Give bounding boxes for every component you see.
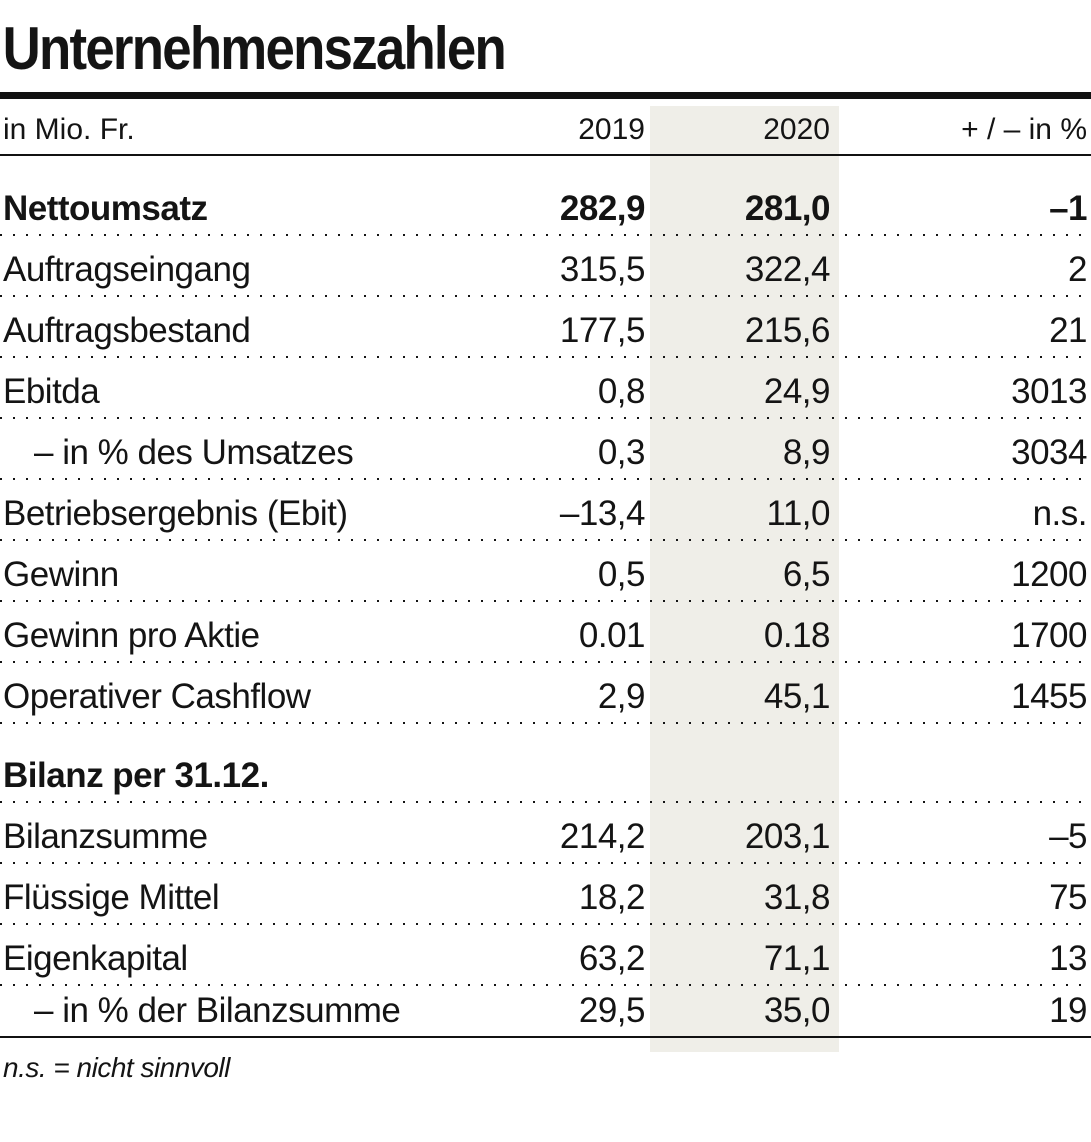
- column-header-2020: 2020: [763, 113, 830, 146]
- row-value-2020: 6,5: [782, 555, 831, 594]
- page-title: Unternehmenszahlen: [2, 15, 507, 82]
- row-label: Gewinn pro Aktie: [3, 616, 260, 655]
- row-value-2020: 0.18: [763, 616, 831, 655]
- row-value-change: –1: [1049, 189, 1087, 228]
- row-value-change: –5: [1049, 817, 1087, 856]
- row-value-2019: 29,5: [578, 991, 646, 1030]
- table-body: Nettoumsatz 282,9 281,0 –1 Auftragseinga…: [0, 156, 1091, 1038]
- row-value-2020: 31,8: [763, 878, 831, 917]
- row-label: Operativer Cashflow: [3, 677, 311, 716]
- row-value-change: 1200: [1011, 555, 1087, 594]
- row-value-change: 3034: [1011, 433, 1087, 472]
- row-value-2020: 203,1: [744, 817, 831, 856]
- row-value-change: n.s.: [1032, 494, 1088, 533]
- row-value-2019: –13,4: [559, 494, 646, 533]
- table-row: Bilanzsumme 214,2 203,1 –5: [0, 803, 1091, 864]
- row-value-2020: 35,0: [763, 991, 831, 1030]
- row-value-change: 21: [1049, 311, 1087, 350]
- table-row: Nettoumsatz 282,9 281,0 –1: [0, 156, 1091, 236]
- row-value-change: 1700: [1011, 616, 1087, 655]
- table-row: Operativer Cashflow 2,9 45,1 1455: [0, 663, 1091, 724]
- table-row: Bilanz per 31.12.: [0, 724, 1091, 803]
- row-label: Eigenkapital: [3, 939, 188, 978]
- row-value-change: 19: [1049, 991, 1087, 1030]
- row-value-2020: 71,1: [763, 939, 831, 978]
- row-label: Nettoumsatz: [3, 189, 208, 228]
- row-label: Ebitda: [3, 372, 100, 411]
- row-value-change: 2: [1068, 250, 1087, 289]
- row-label: Auftragseingang: [3, 250, 251, 289]
- row-label: Gewinn: [3, 555, 119, 594]
- table-row: Betriebsergebnis (Ebit) –13,4 11,0 n.s.: [0, 480, 1091, 541]
- row-value-2019: 0,3: [597, 433, 646, 472]
- row-value-2019: 2,9: [597, 677, 646, 716]
- column-header-change: + / – in %: [961, 113, 1087, 146]
- row-label: Bilanz per 31.12.: [3, 756, 269, 795]
- table-row: – in % des Umsatzes 0,3 8,9 3034: [0, 419, 1091, 480]
- table-row: Ebitda 0,8 24,9 3013: [0, 358, 1091, 419]
- table-row: Eigenkapital 63,2 71,1 13: [0, 925, 1091, 986]
- row-value-2019: 315,5: [559, 250, 646, 289]
- unit-label: in Mio. Fr.: [3, 113, 135, 146]
- row-value-2020: 8,9: [782, 433, 831, 472]
- row-label: Flüssige Mittel: [3, 878, 220, 917]
- table-row: Auftragseingang 315,5 322,4 2: [0, 236, 1091, 297]
- row-value-2019: 0,8: [597, 372, 646, 411]
- row-value-2019: 282,9: [559, 189, 646, 228]
- row-value-2020: 11,0: [766, 494, 830, 533]
- row-value-change: 3013: [1011, 372, 1087, 411]
- table-row: Flüssige Mittel 18,2 31,8 75: [0, 864, 1091, 925]
- row-value-2020: 215,6: [744, 311, 831, 350]
- row-value-change: 13: [1049, 939, 1087, 978]
- row-value-2019: 0.01: [578, 616, 646, 655]
- row-value-2019: 214,2: [559, 817, 646, 856]
- table-header-row: in Mio. Fr. 2019 2020 + / – in %: [0, 99, 1091, 156]
- row-label: Auftragsbestand: [3, 311, 251, 350]
- row-label: Betriebsergebnis (Ebit): [3, 494, 348, 533]
- title-divider-rule: [0, 92, 1091, 99]
- footnote: n.s. = nicht sinnvoll: [3, 1052, 230, 1083]
- row-label: – in % des Umsatzes: [34, 433, 354, 472]
- table-row: Auftragsbestand 177,5 215,6 21: [0, 297, 1091, 358]
- row-value-2019: 63,2: [578, 939, 646, 978]
- column-header-2019: 2019: [578, 113, 645, 146]
- table-row: – in % der Bilanzsumme 29,5 35,0 19: [0, 986, 1091, 1038]
- row-value-2020: 45,1: [763, 677, 831, 716]
- row-value-2019: 177,5: [559, 311, 646, 350]
- table-row: Gewinn pro Aktie 0.01 0.18 1700: [0, 602, 1091, 663]
- row-label: – in % der Bilanzsumme: [34, 991, 401, 1030]
- row-value-change: 75: [1049, 878, 1087, 917]
- row-value-2020: 322,4: [744, 250, 831, 289]
- row-label: Bilanzsumme: [3, 817, 208, 856]
- row-value-change: 1455: [1011, 677, 1087, 716]
- table-row: Gewinn 0,5 6,5 1200: [0, 541, 1091, 602]
- row-value-2020: 24,9: [763, 372, 831, 411]
- column-2020-highlight-stripe: [650, 106, 839, 1052]
- row-value-2019: 18,2: [578, 878, 646, 917]
- row-value-2020: 281,0: [744, 189, 831, 228]
- row-value-2019: 0,5: [597, 555, 646, 594]
